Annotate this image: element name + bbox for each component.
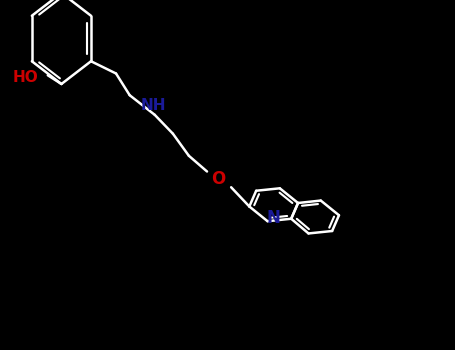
Text: O: O bbox=[211, 170, 226, 188]
Text: NH: NH bbox=[141, 98, 167, 112]
Text: N: N bbox=[266, 209, 280, 227]
Text: HO: HO bbox=[13, 70, 39, 84]
